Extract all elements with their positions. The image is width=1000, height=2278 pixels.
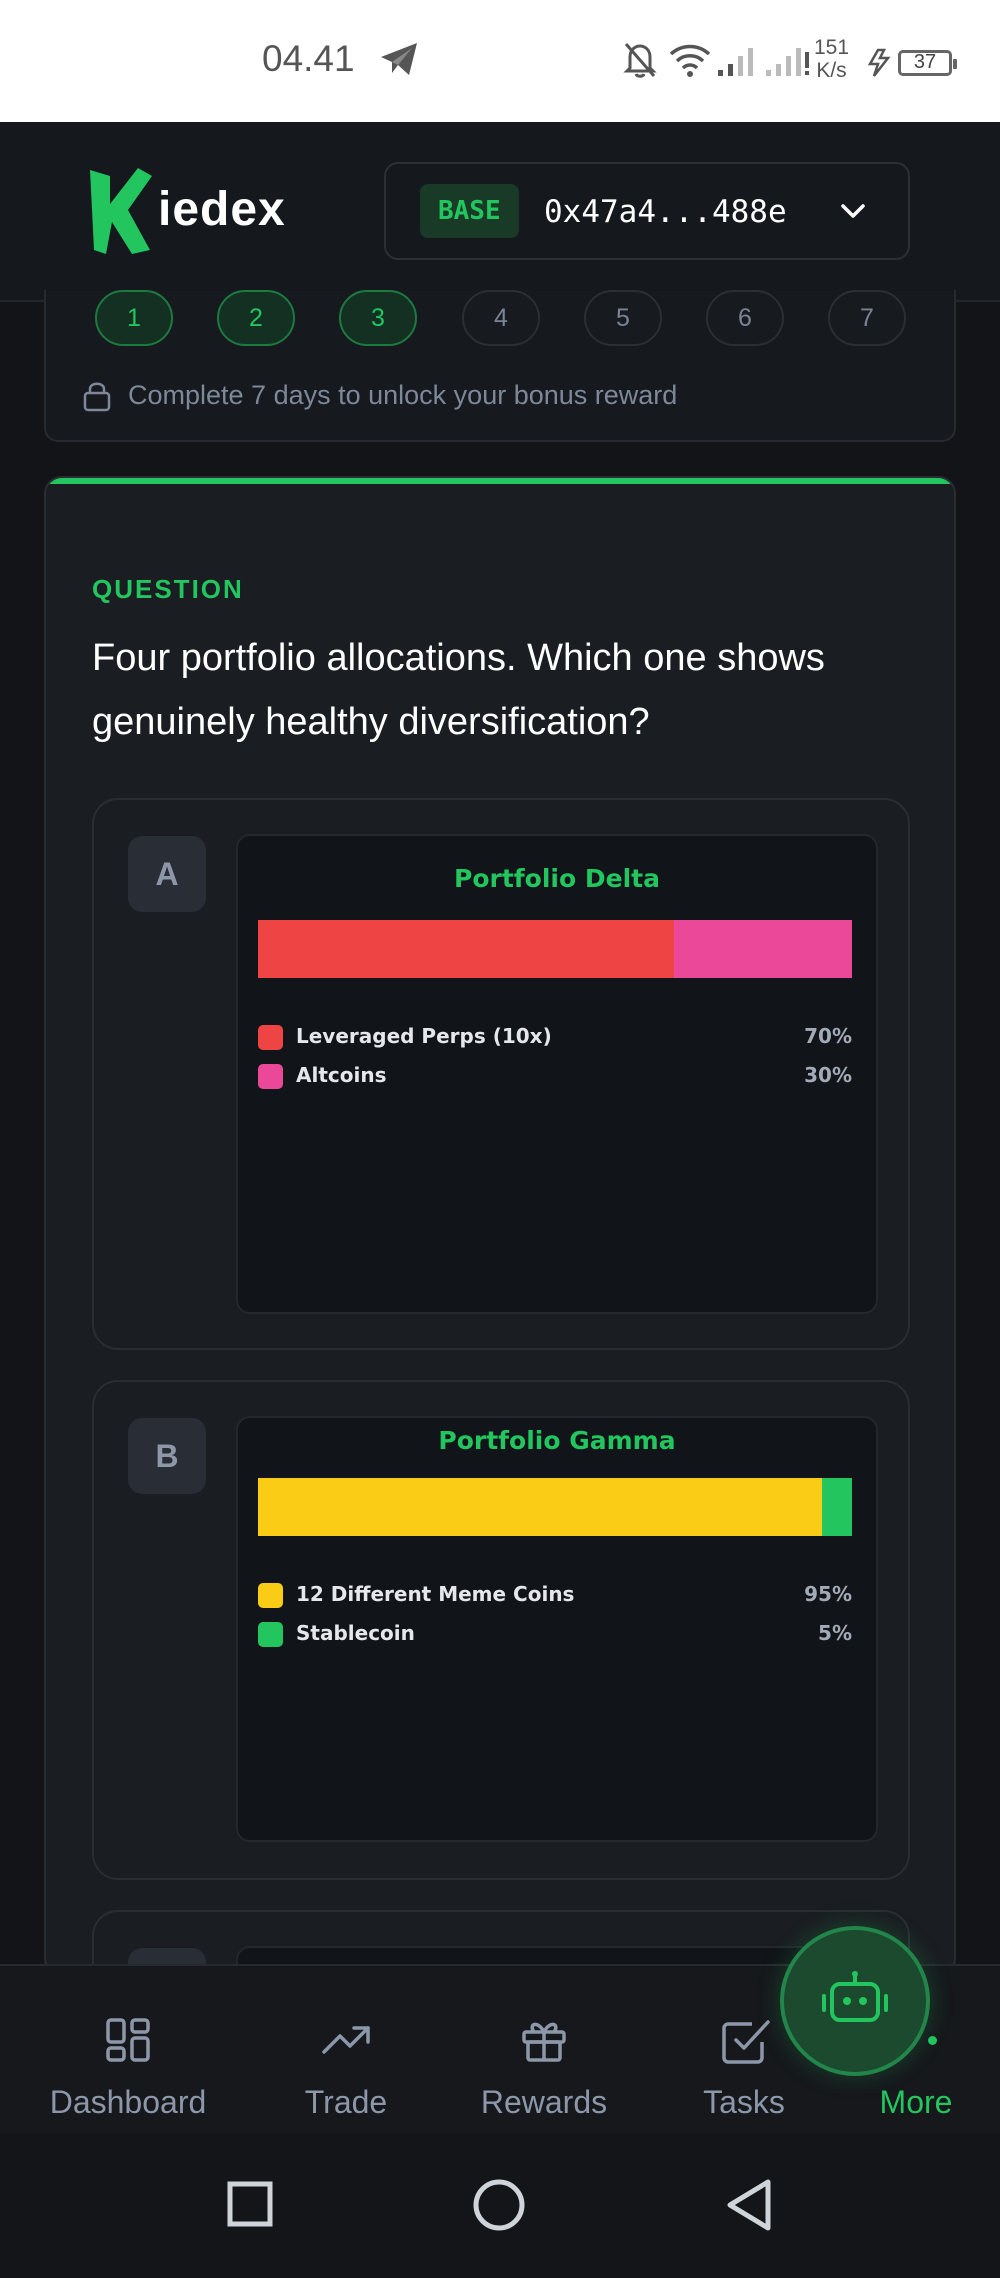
legend-label: Altcoins [296, 1063, 387, 1087]
legend-percent: 70% [804, 1024, 852, 1048]
day-marker: 1 [95, 290, 173, 346]
wallet-address: 0x47a4...488e [544, 194, 787, 230]
nav-label: Trade [304, 2084, 388, 2120]
legend-item: Leveraged Perps (10x) 70% [258, 1022, 852, 1052]
clock: 04.41 [262, 38, 355, 79]
chart-title: Portfolio Delta [454, 864, 660, 893]
gift-icon [522, 2022, 566, 2062]
answer-option-a[interactable]: A Portfolio Delta Leveraged Perps (10x) 7… [92, 798, 910, 1350]
wallet-selector[interactable]: BASE 0x47a4...488e [384, 162, 910, 260]
charging-icon [867, 48, 891, 77]
legend-label: Stablecoin [296, 1621, 415, 1645]
legend-swatch [258, 1025, 283, 1050]
network-speed: 151 K/s [814, 36, 850, 82]
question-card: QUESTION Four portfolio allocations. Whi… [44, 476, 956, 1976]
logo-icon[interactable] [88, 166, 156, 256]
nav-more[interactable]: More [864, 1966, 968, 2136]
legend-item: Stablecoin 5% [258, 1619, 852, 1649]
nav-label: More [879, 2084, 953, 2120]
home-icon[interactable] [472, 2178, 526, 2232]
nav-label: Tasks [703, 2084, 785, 2120]
legend-swatch [258, 1064, 283, 1089]
answer-option-b[interactable]: B Portfolio Gamma 12 Different Meme Coin… [92, 1380, 910, 1880]
trend-up-icon [322, 2026, 370, 2054]
nav-trade[interactable]: Trade [286, 1966, 406, 2136]
robot-icon [822, 1971, 888, 2022]
streak-card: 1 2 3 4 5 6 7 Complete 7 days to unlock … [44, 290, 956, 442]
legend-item: Altcoins 30% [258, 1061, 852, 1091]
chain-badge: BASE [420, 184, 519, 238]
legend-label: Leveraged Perps (10x) [296, 1024, 552, 1048]
bar-segment [258, 920, 674, 978]
day-marker: 3 [339, 290, 417, 346]
assistant-button[interactable] [780, 1926, 930, 2076]
bar-segment [822, 1478, 852, 1536]
checkbox-icon [722, 2020, 770, 2064]
legend-swatch [258, 1622, 283, 1647]
logo-text[interactable]: iedex [158, 183, 286, 236]
legend-swatch [258, 1583, 283, 1608]
lock-message: Complete 7 days to unlock your bonus rew… [128, 380, 678, 410]
system-nav-bar [0, 2134, 1000, 2278]
day-marker: 5 [584, 290, 662, 346]
legend-percent: 5% [818, 1621, 852, 1645]
bell-off-icon [623, 43, 657, 78]
day-marker: 7 [828, 290, 906, 346]
signal-icon [766, 48, 809, 76]
bar-segment [258, 1478, 823, 1536]
legend-label: 12 Different Meme Coins [296, 1582, 575, 1606]
nav-dashboard[interactable]: Dashboard [30, 1966, 226, 2136]
allocation-chart: Portfolio Gamma 12 Different Meme Coins 9… [236, 1416, 878, 1842]
telegram-icon [381, 43, 417, 75]
status-bar: 04.41 151 K/s 37 [0, 0, 1000, 122]
battery-icon: 37 [898, 50, 957, 76]
question-label: QUESTION [92, 574, 244, 604]
more-icon [928, 2036, 937, 2045]
question-text: Four portfolio allocations. Which one sh… [92, 637, 825, 743]
allocation-chart: Portfolio Delta Leveraged Perps (10x) 70%… [236, 834, 878, 1314]
recents-icon[interactable] [226, 2180, 274, 2228]
bar-segment [673, 920, 852, 978]
option-letter: B [128, 1418, 206, 1494]
chart-title: Portfolio Gamma [438, 1426, 676, 1455]
wifi-icon [669, 44, 711, 77]
nav-label: Rewards [480, 2084, 608, 2120]
legend-item: 12 Different Meme Coins 95% [258, 1580, 852, 1610]
lock-icon [83, 382, 111, 412]
day-marker: 2 [217, 290, 295, 346]
day-marker: 4 [462, 290, 540, 346]
legend-percent: 95% [804, 1582, 852, 1606]
allocation-bar [258, 1478, 852, 1536]
allocation-bar [258, 920, 852, 978]
day-marker: 6 [706, 290, 784, 346]
dashboard-icon [106, 2018, 150, 2062]
nav-tasks[interactable]: Tasks [688, 1966, 800, 2136]
signal-icon [718, 48, 753, 76]
chevron-down-icon [841, 204, 865, 218]
legend-percent: 30% [804, 1063, 852, 1087]
nav-rewards[interactable]: Rewards [464, 1966, 624, 2136]
option-letter: A [128, 836, 206, 912]
nav-label: Dashboard [49, 2084, 207, 2120]
back-icon[interactable] [724, 2178, 774, 2232]
